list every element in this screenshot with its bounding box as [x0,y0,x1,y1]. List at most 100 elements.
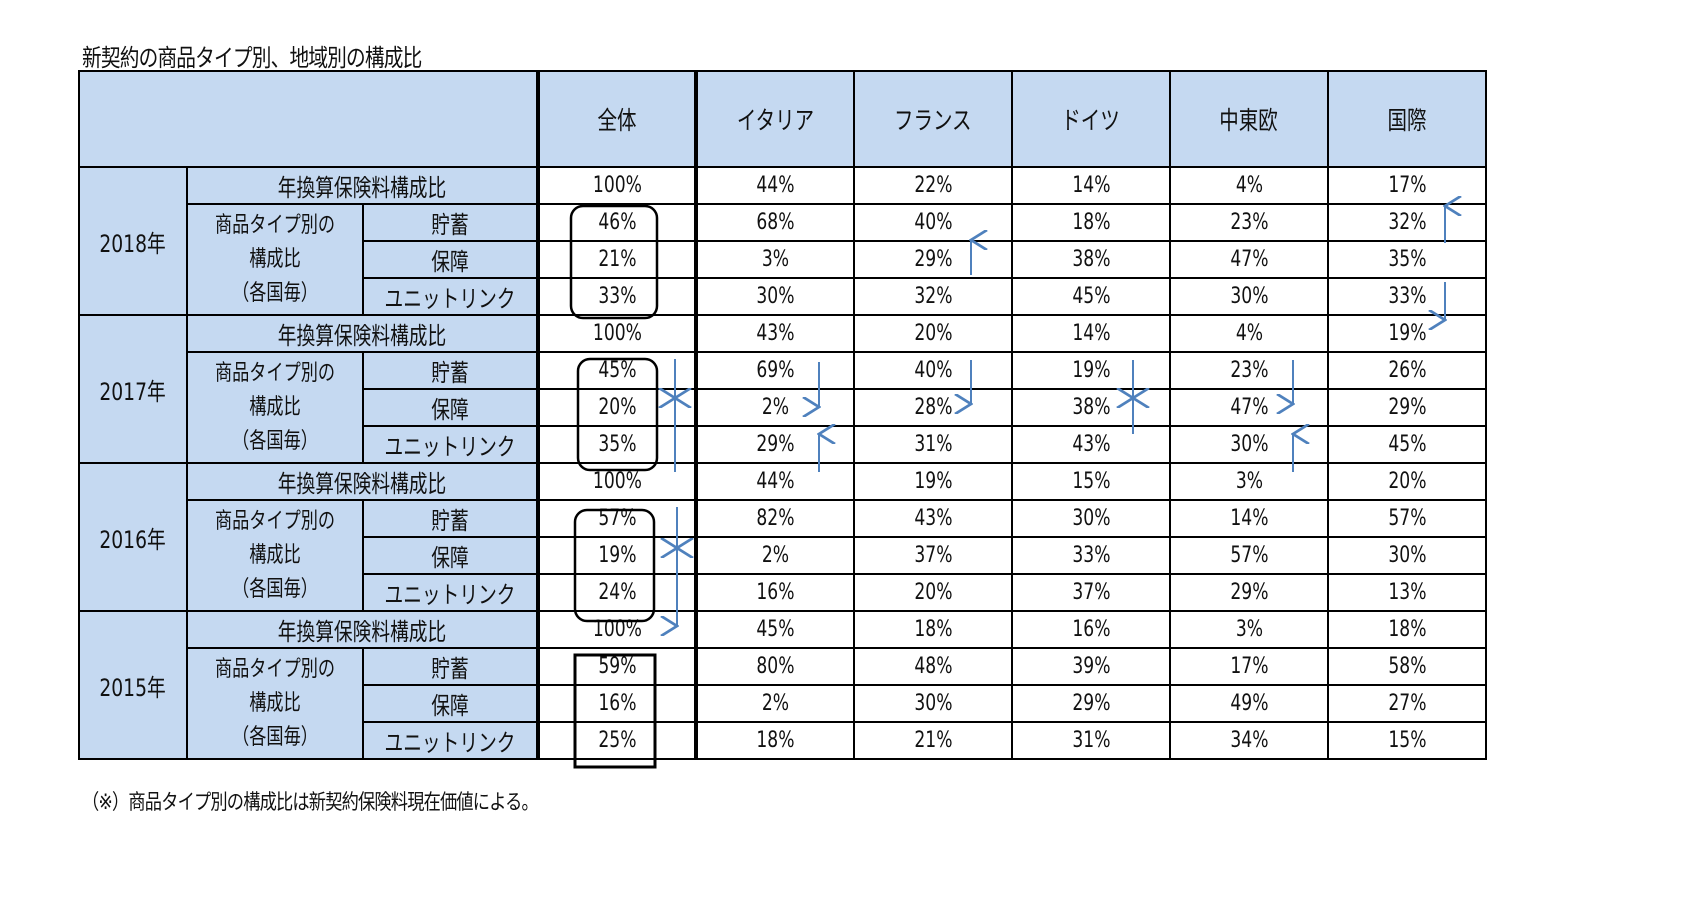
row-group-label: 商品タイプ別の 構成比 （各国毎） [186,647,364,760]
cell-value: 47% [1169,240,1329,279]
cell-value: 17% [1169,647,1329,686]
col-header-cee: 中東欧 [1169,70,1329,168]
table-title: 新契約の商品タイプ別、地域別の構成比 [82,44,422,72]
col-header-total: 全体 [536,70,697,168]
col-header-germany: ドイツ [1011,70,1171,168]
cell-value: 21% [853,721,1013,760]
cell-value: 57% [1169,536,1329,575]
row-label-annual-premium: 年換算保険料構成比 [186,610,539,649]
table-row-savings: 商品タイプ別の 構成比 （各国毎） 貯蓄 59% 80% 48% 39% 17% 58% [79,647,1487,760]
cell-value: 58% [1327,647,1487,686]
cell-value: 59% [536,647,697,686]
year-label: 2018年 [78,166,188,316]
cell-value: 29% [1169,573,1329,612]
cell-value: 30% [1011,499,1171,538]
cell-value: 49% [1169,684,1329,723]
cell-value: 30% [853,684,1013,723]
cell-value: 13% [1327,573,1487,612]
cell-value: 29% [1327,388,1487,427]
row-label-protection: 保障 [362,684,539,723]
cell-value: 40% [853,351,1013,390]
row-label-unit_linked: ユニットリンク [362,721,539,760]
year-label: 2017年 [78,314,188,464]
cell-value: 28% [853,388,1013,427]
cell-value: 25% [536,721,697,760]
col-header-international: 国際 [1327,70,1487,168]
row-label-unit_linked: ユニットリンク [362,425,539,464]
cell-value: 4% [1169,314,1329,353]
cell-value: 17% [1327,166,1487,205]
year-label: 2016年 [78,462,188,612]
row-label-protection: 保障 [362,536,539,575]
table-row-savings: 商品タイプ別の 構成比 （各国毎） 貯蓄 57% 82% 43% 30% 14% 57% [79,499,1487,612]
cell-value: 37% [853,536,1013,575]
row-label-unit_linked: ユニットリンク [362,573,539,612]
cell-value: 14% [1011,166,1171,205]
table-row-unit_linked: ユニットリンク 33% 30% 32% 45% 30% 33% [79,277,1487,316]
cell-value: 100% [536,610,697,649]
cell-value: 34% [1169,721,1329,760]
cell-value: 57% [536,499,697,538]
cell-value: 37% [1011,573,1171,612]
table-row-unit_linked: ユニットリンク 24% 16% 20% 37% 29% 13% [79,573,1487,612]
cell-value: 47% [1169,388,1329,427]
cell-value: 29% [1011,684,1171,723]
cell-value: 15% [1327,721,1487,760]
cell-value: 3% [694,240,855,279]
table-row-main: 2016年 年換算保険料構成比 100% 44% 19% 15% 3% 20% [78,462,1487,612]
cell-value: 33% [536,277,697,316]
row-group-label: 商品タイプ別の 構成比 （各国毎） [186,351,364,464]
table-row-savings: 商品タイプ別の 構成比 （各国毎） 貯蓄 46% 68% 40% 18% 23% 32% [79,203,1487,316]
cell-value: 23% [1169,351,1329,390]
row-label-annual-premium: 年換算保険料構成比 [186,166,539,205]
cell-value: 21% [536,240,697,279]
row-group-label: 商品タイプ別の 構成比 （各国毎） [186,203,364,316]
cell-value: 48% [853,647,1013,686]
cell-value: 19% [1011,351,1171,390]
cell-value: 26% [1327,351,1487,390]
cell-value: 57% [1327,499,1487,538]
cell-value: 31% [853,425,1013,464]
header-row: 全体 イタリア フランス ドイツ 中東欧 国際 [78,70,1487,168]
table-row-unit_linked: ユニットリンク 35% 29% 31% 43% 30% 45% [79,425,1487,464]
cell-value: 45% [694,610,855,649]
cell-value: 44% [694,462,855,501]
header-blank [78,70,539,168]
row-label-savings: 貯蓄 [362,499,539,538]
cell-value: 35% [1327,240,1487,279]
row-label-savings: 貯蓄 [362,647,539,686]
col-header-italy: イタリア [694,70,855,168]
cell-value: 80% [694,647,855,686]
cell-value: 100% [536,166,697,205]
cell-value: 30% [694,277,855,316]
row-group-label: 商品タイプ別の 構成比 （各国毎） [186,499,364,612]
cell-value: 4% [1169,166,1329,205]
table-row-main: 2017年 年換算保険料構成比 100% 43% 20% 14% 4% 19% [78,314,1487,464]
table-row-protection: 保障 21% 3% 29% 38% 47% 35% [79,240,1487,279]
cell-value: 20% [853,573,1013,612]
cell-value: 14% [1169,499,1329,538]
cell-value: 16% [1011,610,1171,649]
cell-value: 82% [694,499,855,538]
row-label-annual-premium: 年換算保険料構成比 [186,462,539,501]
cell-value: 16% [536,684,697,723]
cell-value: 38% [1011,388,1171,427]
cell-value: 69% [694,351,855,390]
cell-value: 19% [1327,314,1487,353]
cell-value: 30% [1169,277,1329,316]
cell-value: 24% [536,573,697,612]
year-label: 2015年 [78,610,188,760]
cell-value: 18% [853,610,1013,649]
cell-value: 2% [694,536,855,575]
cell-value: 18% [1011,203,1171,242]
cell-value: 43% [694,314,855,353]
cell-value: 32% [853,277,1013,316]
cell-value: 68% [694,203,855,242]
cell-value: 30% [1327,536,1487,575]
cell-value: 35% [536,425,697,464]
cell-value: 19% [853,462,1013,501]
cell-value: 45% [1011,277,1171,316]
cell-value: 39% [1011,647,1171,686]
cell-value: 27% [1327,684,1487,723]
cell-value: 40% [853,203,1013,242]
